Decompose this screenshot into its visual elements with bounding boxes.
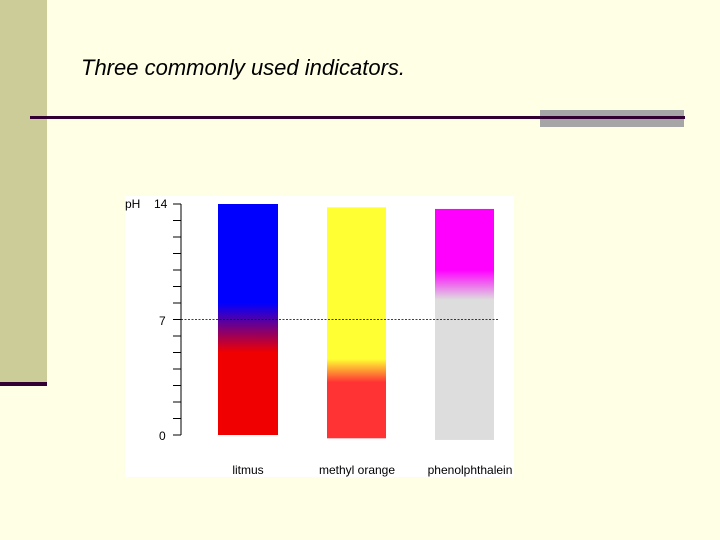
sidebar-decoration (0, 0, 47, 382)
ph-axis-label: pH (125, 197, 140, 211)
tick-label-0: 0 (159, 429, 166, 443)
title-rule-accent-line (540, 116, 684, 119)
tick-label-14: 14 (154, 197, 168, 211)
tick-label-7: 7 (159, 314, 166, 328)
title-rule (30, 116, 685, 119)
indicator-bars (218, 204, 494, 440)
indicator-figure: pH 14 7 0 litmus methyl orange phenolpht… (125, 196, 514, 477)
indicator-diagram: pH 14 7 0 litmus methyl orange phenolpht… (125, 197, 513, 477)
slide-title: Three commonly used indicators. (81, 55, 406, 80)
indicator-bar-methyl-orange (327, 207, 386, 439)
indicator-name-methyl-orange: methyl orange (319, 463, 395, 477)
indicator-bar-phenolphthalein (435, 208, 494, 440)
indicator-name-litmus: litmus (232, 463, 263, 477)
sidebar-decoration-edge (0, 382, 47, 386)
indicator-name-phenolphthalein: phenolphthalein (428, 463, 513, 477)
ph-axis-ticks (173, 203, 181, 436)
